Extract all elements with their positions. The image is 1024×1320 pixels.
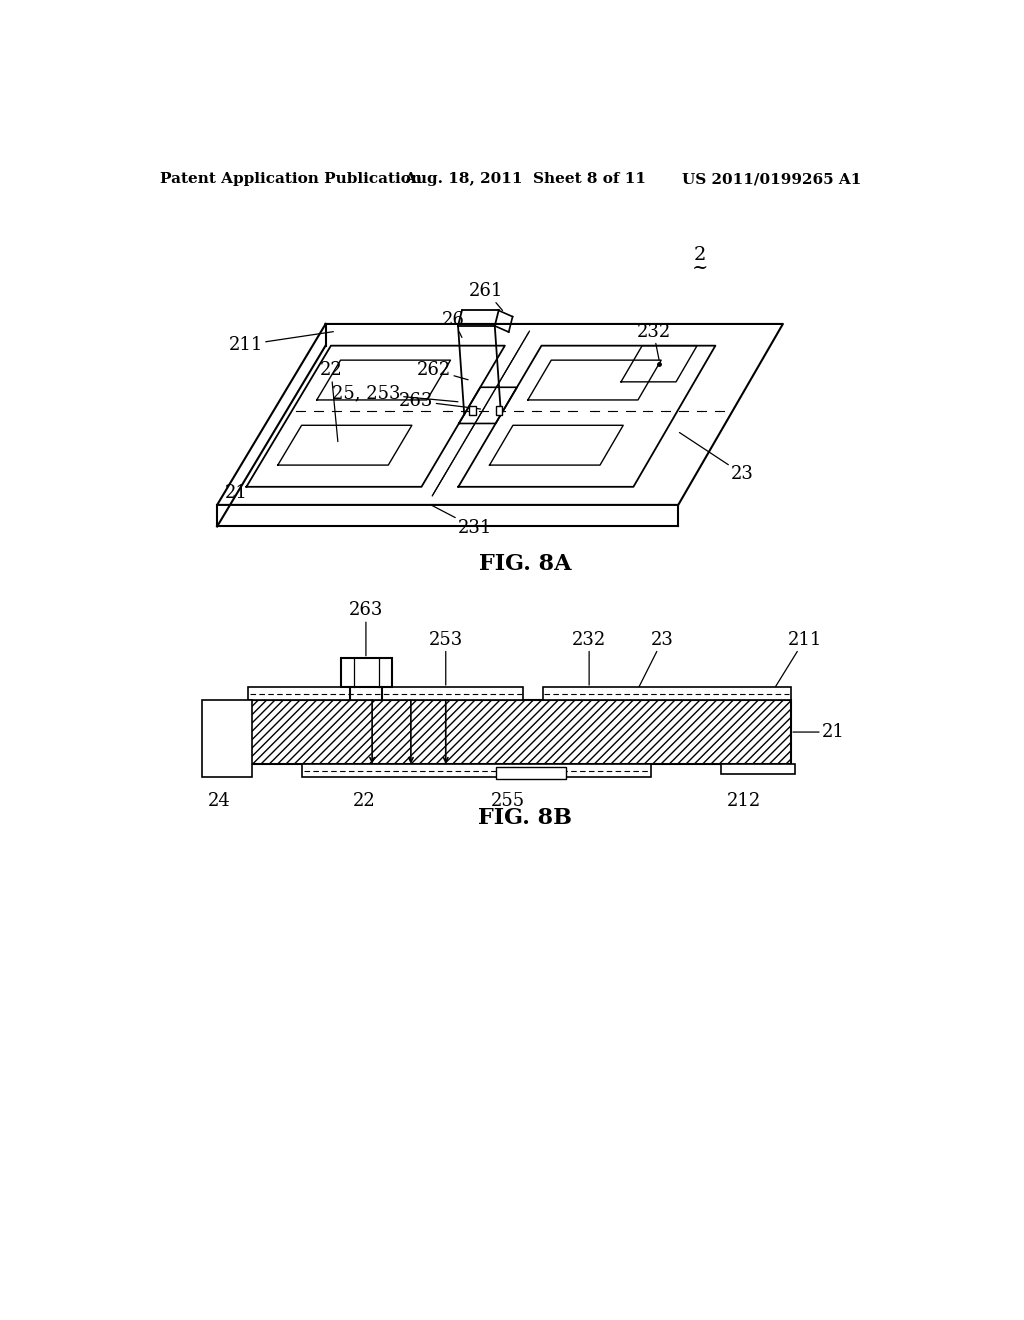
Text: FIG. 8A: FIG. 8A: [478, 553, 571, 576]
Text: 22: 22: [319, 362, 342, 442]
Text: 261: 261: [469, 282, 503, 310]
Text: ~: ~: [692, 259, 709, 277]
Bar: [469, 407, 475, 416]
Text: 25, 253: 25, 253: [333, 384, 458, 403]
Bar: [248, 688, 523, 700]
Text: 263: 263: [349, 602, 383, 656]
Text: 2: 2: [694, 246, 707, 264]
Text: 23: 23: [636, 631, 674, 693]
Text: 26: 26: [442, 312, 465, 338]
Text: 263: 263: [399, 392, 480, 411]
Text: Patent Application Publication: Patent Application Publication: [160, 172, 422, 186]
Text: 212: 212: [727, 792, 761, 810]
Bar: [721, 764, 795, 775]
Text: US 2011/0199265 A1: US 2011/0199265 A1: [682, 172, 861, 186]
Bar: [248, 700, 791, 764]
Text: 211: 211: [771, 631, 822, 693]
Text: 262: 262: [417, 362, 468, 380]
Bar: [497, 407, 503, 416]
Text: 21: 21: [793, 723, 845, 741]
Bar: [202, 700, 252, 776]
Text: 211: 211: [228, 331, 334, 354]
Text: 232: 232: [572, 631, 606, 685]
Text: 232: 232: [636, 322, 671, 360]
Bar: [341, 659, 391, 688]
Text: Aug. 18, 2011  Sheet 8 of 11: Aug. 18, 2011 Sheet 8 of 11: [403, 172, 646, 186]
Bar: [302, 764, 651, 776]
Text: 253: 253: [429, 631, 463, 685]
Text: 22: 22: [353, 792, 376, 810]
Text: 231: 231: [431, 506, 493, 537]
Bar: [543, 688, 791, 700]
Text: 24: 24: [208, 792, 230, 810]
Text: FIG. 8B: FIG. 8B: [478, 808, 571, 829]
Bar: [496, 767, 566, 779]
Text: 23: 23: [680, 433, 754, 483]
Text: 255: 255: [490, 792, 525, 810]
Text: 21: 21: [225, 484, 248, 503]
Bar: [248, 700, 791, 764]
